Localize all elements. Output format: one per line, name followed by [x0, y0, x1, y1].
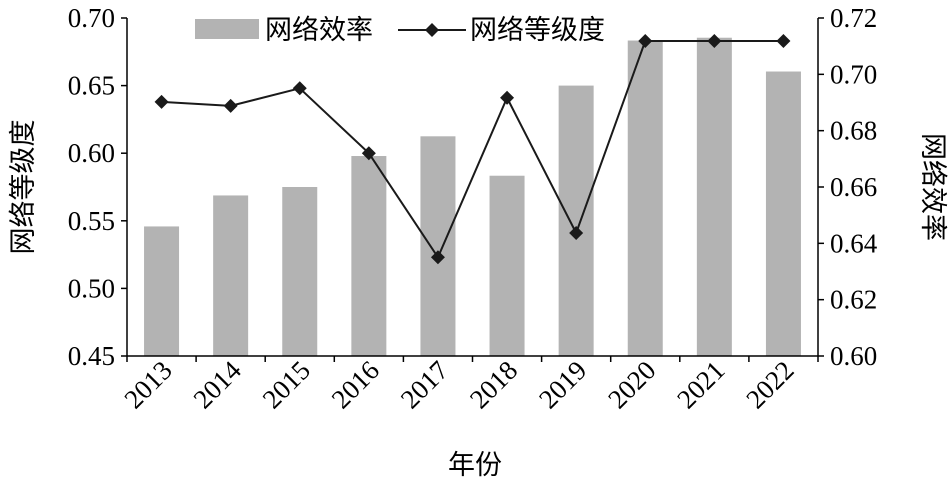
y-left-tick-label: 0.65 [68, 71, 115, 101]
x-tick-label: 2016 [326, 355, 385, 414]
x-tick-label: 2021 [671, 355, 730, 414]
y-left-tick-label: 0.45 [68, 341, 115, 371]
line-path [161, 39, 784, 260]
line-point-2018 [500, 90, 515, 105]
line-point-2013 [154, 94, 169, 109]
legend: 网络效率 网络等级度 [195, 15, 605, 46]
x-tick-label: 2014 [187, 355, 247, 415]
y-left-tick-label: 0.55 [68, 206, 115, 236]
bar-2017 [420, 136, 456, 356]
bar-2016 [351, 156, 387, 356]
x-tick-label: 2020 [602, 355, 661, 414]
line-point-2019 [569, 225, 584, 240]
axes-group [121, 17, 824, 362]
y-right-tick-label: 0.64 [830, 228, 878, 258]
y-right-axis-title: 网络效率 [917, 133, 948, 241]
line-point-2017 [430, 250, 445, 265]
line-series-group [154, 33, 791, 265]
legend-swatch-bar [195, 19, 259, 39]
bar-2018 [489, 175, 525, 356]
line-point-2016 [361, 146, 376, 161]
x-tick-label: 2013 [118, 355, 177, 414]
legend-label-line: 网络等级度 [470, 15, 605, 46]
y-right-tick-label: 0.72 [830, 3, 877, 33]
y-right-tick-label: 0.68 [830, 116, 877, 146]
x-tick-label: 2017 [395, 355, 454, 414]
y-left-axis-title: 网络等级度 [8, 120, 39, 255]
x-axis-title: 年份 [448, 450, 502, 481]
legend-swatch-marker [425, 23, 439, 37]
y-right-tick-label: 0.66 [830, 172, 877, 202]
legend-label-bar: 网络效率 [265, 15, 373, 46]
x-tick-label: 2022 [740, 355, 799, 414]
y-left-tick-label: 0.60 [68, 138, 115, 168]
bar-2020 [627, 40, 663, 357]
y-right-tick-label: 0.60 [830, 341, 877, 371]
tick-labels-group: 0.45 0.50 0.55 0.60 0.65 0.70 0.60 0.62 0.64 0.66… [68, 3, 878, 414]
bar-2015 [282, 187, 318, 356]
line-point-2015 [292, 81, 307, 96]
y-right-tick-label: 0.62 [830, 285, 877, 315]
bar-2013 [144, 226, 180, 356]
bar-series-group [144, 37, 801, 357]
y-left-tick-label: 0.70 [68, 3, 115, 33]
line-point-2022 [776, 33, 791, 48]
x-tick-label: 2018 [464, 355, 523, 414]
line-point-2020 [638, 33, 653, 48]
line-point-2021 [707, 33, 722, 48]
y-left-tick-label: 0.50 [68, 273, 115, 303]
bar-2021 [696, 37, 732, 356]
y-right-tick-label: 0.70 [830, 59, 877, 89]
bar-2019 [558, 85, 594, 356]
x-tick-label: 2015 [257, 355, 316, 414]
bar-2022 [765, 71, 801, 357]
line-point-2014 [223, 98, 238, 113]
x-tick-label: 2019 [533, 355, 592, 414]
bar-2014 [213, 195, 249, 356]
